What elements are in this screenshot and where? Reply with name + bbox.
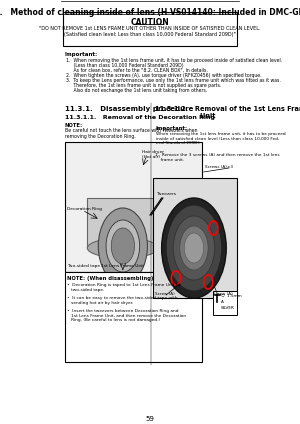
Text: Screws (A)×3: Screws (A)×3 xyxy=(205,165,233,169)
Bar xyxy=(65,272,202,362)
Text: "DO NOT REMOVE 1st LENS FRAME UNIT OTHER THAN INSIDE OF SATISFIED CLEAN LEVEL.: "DO NOT REMOVE 1st LENS FRAME UNIT OTHER… xyxy=(39,26,261,31)
Text: ∅  1.5mm: ∅ 1.5mm xyxy=(221,294,242,298)
Bar xyxy=(65,142,202,272)
Text: NOTE:: NOTE: xyxy=(65,123,83,128)
Ellipse shape xyxy=(87,238,158,258)
Text: •  Insert the tweezers between Decoration Ring and
   1st Lens Frame Unit, and t: • Insert the tweezers between Decoration… xyxy=(67,309,186,322)
Text: SILVER: SILVER xyxy=(221,306,235,310)
Text: Screw (A): Screw (A) xyxy=(213,292,233,296)
Text: Be careful not touch the lens surface with Tweezers when
removing the Decoration: Be careful not touch the lens surface wi… xyxy=(65,128,197,139)
Text: A: A xyxy=(221,300,224,304)
Text: (Satisfied clean level: Less than class 10,000 Federal Standard 209D)": (Satisfied clean level: Less than class … xyxy=(64,32,236,37)
Text: As for clean box, refer to the "8.2. CLEAN BOX", in details.: As for clean box, refer to the "8.2. CLE… xyxy=(66,68,208,73)
Text: Screw (A): Screw (A) xyxy=(155,292,175,296)
Text: 11.3.1.1.   Removal of the Decoration Ring: 11.3.1.1. Removal of the Decoration Ring xyxy=(65,115,214,120)
Circle shape xyxy=(98,208,147,284)
Circle shape xyxy=(111,228,134,264)
Text: Also do not exchange the 1st lens unit taking from others.: Also do not exchange the 1st lens unit t… xyxy=(66,88,207,93)
Text: Decoration Ring: Decoration Ring xyxy=(67,207,102,211)
Text: 11.3.   Method of cleaning inside of lens (H-VS014140: Included in DMC-GH1K): 11.3. Method of cleaning inside of lens … xyxy=(0,8,300,17)
Text: Two-sided tape: Two-sided tape xyxy=(67,264,100,268)
Text: 1st Lens Frame Unit: 1st Lens Frame Unit xyxy=(101,264,144,268)
Circle shape xyxy=(106,220,140,272)
Text: Important:: Important: xyxy=(65,52,98,57)
Text: 1.  When removing the 1st lens frame unit, it has to be proceed inside of satisf: 1. When removing the 1st lens frame unit… xyxy=(66,58,282,63)
Text: •  It can be easy to remove the two-sided tape with
   sending hot air by hair d: • It can be easy to remove the two-sided… xyxy=(67,296,178,304)
Circle shape xyxy=(180,226,208,270)
Text: 11.3.1.2.   Removal of the 1st Lens Frame
                    Unit: 11.3.1.2. Removal of the 1st Lens Frame … xyxy=(155,106,300,119)
Text: 11.3.1.   Disassembly procedure: 11.3.1. Disassembly procedure xyxy=(65,106,193,112)
Text: Therefore, the 1st lens frame unit is not supplied as spare parts.: Therefore, the 1st lens frame unit is no… xyxy=(66,83,221,88)
Text: Important:: Important: xyxy=(155,126,187,131)
Text: Tweezers: Tweezers xyxy=(157,192,176,196)
Text: 59: 59 xyxy=(146,416,154,422)
Text: 3.  To keep the Lens performance, use only the 1st lens frame unit which was fit: 3. To keep the Lens performance, use onl… xyxy=(66,78,281,83)
Circle shape xyxy=(162,198,226,298)
Text: •  Decoration Ring is taped to 1st Lens Frame Unit by
   two-sided tape.: • Decoration Ring is taped to 1st Lens F… xyxy=(67,283,181,292)
Polygon shape xyxy=(87,198,158,248)
Circle shape xyxy=(173,216,214,280)
Text: (Less than class 10,000 Federal Standard 209D): (Less than class 10,000 Federal Standard… xyxy=(66,63,184,68)
Bar xyxy=(153,178,237,298)
Circle shape xyxy=(184,233,204,263)
Text: 2.  When tighten the screws (A), use torque driver (RFKZ0456) with specified tor: 2. When tighten the screws (A), use torq… xyxy=(66,73,262,78)
Text: NOTE: (When disassembling): NOTE: (When disassembling) xyxy=(67,276,154,281)
Text: 1.  Remove the 3 screws (A) and then remove the 1st lens
    frame unit.: 1. Remove the 3 screws (A) and then remo… xyxy=(155,153,280,162)
Text: CAUTION: CAUTION xyxy=(130,18,170,27)
Text: Hair dryer
(Hot air): Hair dryer (Hot air) xyxy=(142,150,164,159)
Circle shape xyxy=(166,205,222,291)
Text: When removing the 1st lens frame unit, it has to be proceed
inside of satisfied : When removing the 1st lens frame unit, i… xyxy=(157,132,286,145)
Bar xyxy=(63,12,237,46)
Bar xyxy=(213,291,237,315)
